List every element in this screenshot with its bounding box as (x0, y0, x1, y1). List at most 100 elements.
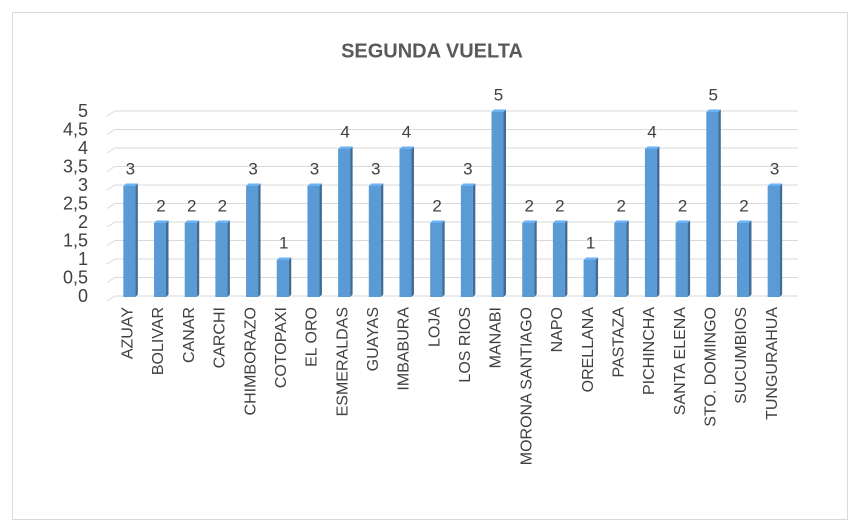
bar-top (246, 183, 261, 186)
x-tick-label: GUAYAS (365, 307, 382, 371)
y-tick-label: 4 (78, 138, 88, 158)
bar (246, 183, 261, 297)
data-label: 4 (402, 122, 411, 141)
bar (644, 146, 660, 297)
bar-side (350, 146, 353, 297)
bar-front (767, 186, 780, 297)
bar-top (736, 220, 752, 223)
bar (583, 257, 599, 297)
bar-side (166, 220, 169, 297)
bar-top (460, 183, 476, 186)
bar-side (196, 220, 200, 297)
bar (522, 220, 537, 297)
bar-front (644, 149, 657, 297)
data-label: 3 (770, 159, 779, 178)
bar-side (503, 109, 507, 297)
grid-line (106, 184, 798, 191)
data-label: 2 (156, 196, 165, 215)
x-tick-label: TUNGURAHUA (764, 307, 781, 420)
bar-top (338, 146, 353, 149)
x-tick-label: SANTA ELENA (672, 307, 689, 416)
bar-front (614, 223, 627, 297)
y-tick-label: 0,5 (63, 267, 88, 287)
bar (736, 220, 752, 297)
bar-side (472, 183, 476, 297)
bar (338, 146, 353, 297)
x-tick-label: STO. DOMINGO (703, 307, 720, 427)
bar-front (154, 223, 167, 297)
x-tick-label: EL ORO (304, 307, 321, 367)
bar-front (215, 223, 228, 297)
grid-line (106, 110, 798, 117)
data-label: 2 (187, 196, 196, 215)
data-label: 3 (310, 159, 319, 178)
grid-line (106, 277, 798, 283)
y-tick-label: 0 (78, 286, 88, 306)
grid-line (106, 240, 798, 246)
bar (399, 146, 414, 297)
y-tick-label: 2 (78, 212, 88, 232)
data-label: 5 (709, 85, 718, 104)
grid-line (106, 203, 798, 209)
bar-top (583, 257, 599, 260)
bar-front (460, 186, 473, 297)
x-tick-label: PASTAZA (610, 307, 627, 378)
data-label: 3 (463, 159, 472, 178)
bar-side (626, 220, 629, 297)
bar-top (399, 146, 414, 149)
data-label: 3 (371, 159, 380, 178)
grid-line (106, 258, 798, 265)
bar (184, 220, 200, 297)
bar-side (319, 183, 322, 297)
grid-line (106, 129, 798, 135)
data-label: 2 (555, 196, 564, 215)
bar (307, 183, 322, 297)
bar-top (154, 220, 169, 223)
bar (706, 109, 721, 297)
bar-front (552, 223, 565, 297)
bar-front (491, 112, 504, 297)
bar-side (135, 183, 138, 297)
grid-line (106, 295, 798, 302)
x-tick-label: CHIMBORAZO (242, 307, 259, 415)
y-tick-label: 3,5 (63, 156, 88, 176)
bar (123, 183, 138, 297)
bar-side (718, 109, 721, 297)
x-tick-label: PICHINCHA (641, 307, 658, 395)
bar-front (706, 112, 719, 297)
bar-side (564, 220, 568, 297)
bar-top (215, 220, 230, 223)
bar-side (534, 220, 537, 297)
bar-front (246, 186, 259, 297)
data-label: 2 (678, 196, 687, 215)
x-tick-label: AZUAY (120, 307, 137, 359)
bar-front (675, 223, 688, 297)
y-tick-label: 4,5 (63, 119, 88, 139)
x-tick-label: LOJA (426, 307, 443, 347)
bar-top (123, 183, 138, 186)
bar-front (276, 260, 289, 297)
grid-line (106, 221, 798, 228)
x-tick-label: IMBABURA (396, 307, 413, 391)
x-tick-label: CANAR (181, 307, 198, 363)
data-label: 2 (739, 196, 748, 215)
chart-title: SEGUNDA VUELTA (341, 40, 523, 62)
x-tick-label: BOLIVAR (150, 307, 167, 375)
data-label: 3 (248, 159, 257, 178)
x-tick-label: SUCUMBIOS (733, 307, 750, 404)
bar-top (307, 183, 322, 186)
bar (368, 183, 384, 297)
bar-side (779, 183, 783, 297)
bar-front (338, 149, 351, 297)
bar (154, 220, 169, 297)
x-tick-label: ESMERALDAS (334, 307, 351, 416)
bar-front (430, 223, 443, 297)
y-tick-label: 5 (78, 101, 88, 121)
x-tick-label: MORONA SANTIAGO (518, 307, 535, 465)
y-tick-label: 1 (78, 249, 88, 269)
data-label: 2 (432, 196, 441, 215)
bar (491, 109, 507, 297)
x-tick-label: NAPO (549, 307, 566, 352)
data-label: 2 (617, 196, 626, 215)
